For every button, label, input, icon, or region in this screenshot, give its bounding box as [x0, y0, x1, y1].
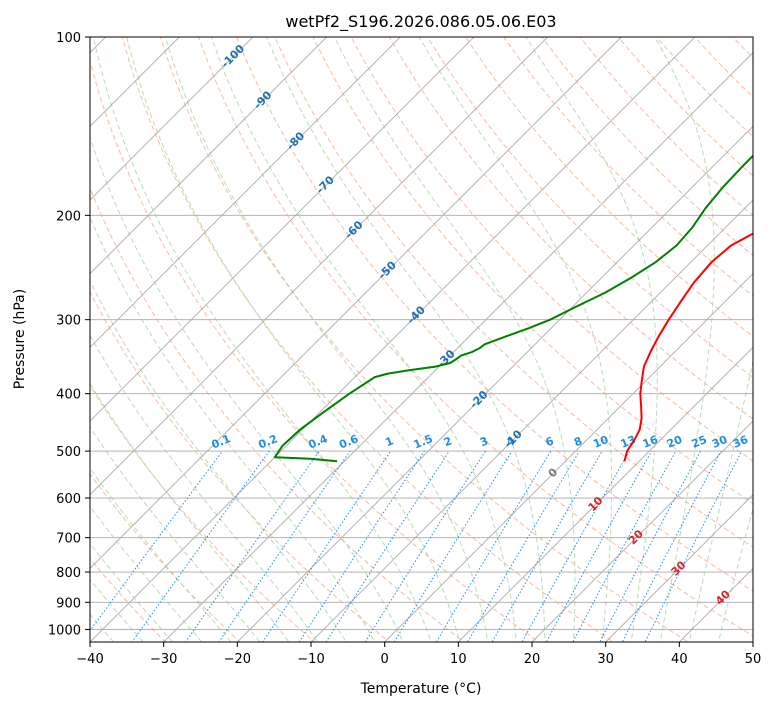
- x-tick-label: −40: [76, 652, 103, 667]
- isotherm-line: [90, 37, 254, 201]
- y-tick-label: 300: [56, 314, 81, 329]
- isotherm-line: [90, 37, 549, 496]
- mixing-ratio-line: [466, 450, 580, 642]
- x-axis-label: Temperature (°C): [360, 681, 482, 697]
- moist-adiabat-line: [90, 426, 261, 642]
- y-tick-label: 600: [56, 492, 81, 507]
- dry-adiabat-line: [503, 37, 753, 297]
- mixing-ratio-line: [521, 450, 630, 642]
- x-tick-label: 50: [745, 652, 762, 667]
- y-tick-label: 800: [56, 566, 81, 581]
- dry-adiabat-line: [236, 37, 753, 592]
- dry-adiabat-line: [388, 37, 753, 420]
- x-tick-label: −20: [224, 652, 251, 667]
- mixing-ratio-line: [393, 450, 513, 642]
- moist-adiabat-line: [90, 382, 290, 642]
- moist-adiabat-line: [654, 37, 715, 642]
- mixing-ratio-line: [185, 450, 320, 642]
- y-tick-label: 200: [56, 209, 81, 224]
- dry-adiabat-line: [465, 37, 753, 338]
- mixing-ratio-line: [435, 450, 552, 642]
- y-tick-label: 500: [56, 445, 81, 460]
- mixing-ratio-label: 30: [710, 433, 729, 451]
- moist-adiabat-line: [164, 37, 489, 642]
- isotherm-line: [90, 37, 328, 275]
- isotherm-line: [236, 125, 753, 642]
- dry-adiabat-line: [90, 291, 391, 642]
- mixing-ratio-label: 2: [442, 434, 454, 449]
- moist-adiabat-line: [525, 37, 658, 642]
- isotherm-line: [90, 37, 475, 422]
- y-axis-label: Pressure (hPa): [12, 289, 28, 389]
- x-tick-label: 10: [450, 652, 467, 667]
- mixing-ratio-line: [218, 450, 351, 642]
- isotherm-line: [310, 199, 753, 642]
- mixing-ratio-label: 36: [731, 433, 750, 451]
- mixing-ratio-line: [491, 450, 603, 642]
- isotherm-line: [90, 37, 622, 569]
- mixing-ratio-line: [90, 450, 223, 632]
- dry-adiabat-line: [90, 186, 465, 642]
- moist-adiabat-line: [266, 37, 546, 642]
- mixing-ratio-label: 1: [383, 434, 395, 449]
- mixing-ratio-label: 13: [619, 433, 638, 451]
- isotherm-line: [531, 420, 753, 642]
- x-tick-label: 20: [524, 652, 541, 667]
- isotherms: [90, 37, 753, 642]
- x-tick-label: 0: [381, 652, 389, 667]
- dry-adiabat-line: [90, 557, 167, 642]
- dry-adiabat-line: [350, 37, 753, 462]
- chart-title: wetPf2_S196.2026.086.05.06.E03: [285, 12, 556, 32]
- dry-adiabat-line: [197, 37, 753, 637]
- moist-adiabat-line: [126, 37, 461, 642]
- mixing-ratio-label: 10: [591, 433, 610, 451]
- moist-adiabats: [90, 37, 753, 642]
- dry-adiabats: [90, 37, 753, 642]
- isotherm-line: [605, 494, 753, 642]
- y-tick-label: 1000: [48, 623, 81, 638]
- mixing-ratio-label: 8: [572, 434, 584, 449]
- dewpoint-profile-line: [273, 154, 753, 463]
- isotherm-line: [384, 273, 753, 642]
- axes: −40 −30 −20 −10 0 10 20 30 40 50 100 200 300 400 500 60…: [48, 31, 761, 667]
- mixing-ratio-label: 3: [478, 434, 490, 449]
- mixing-ratio-line: [298, 450, 425, 642]
- y-tick-label: 100: [56, 31, 81, 46]
- mixing-ratio-label: 25: [690, 433, 709, 451]
- y-tick-label: 900: [56, 596, 81, 611]
- temperature-profile-line: [623, 232, 753, 462]
- dry-adiabat-line: [274, 37, 753, 548]
- mixing-ratio-line: [325, 450, 450, 642]
- moist-adiabat-line: [92, 37, 432, 642]
- x-tick-label: −10: [297, 652, 324, 667]
- isotherm-line: [163, 52, 753, 642]
- mixing-ratio-label: 20: [665, 433, 684, 451]
- x-tick-label: 30: [597, 652, 614, 667]
- mixing-ratio-line: [262, 450, 392, 642]
- mixing-ratio-line: [599, 450, 701, 642]
- mixing-ratio-line: [644, 450, 743, 642]
- moist-adiabat-line: [210, 37, 517, 642]
- moist-adiabat-line: [418, 37, 613, 642]
- profile-lines: [273, 154, 753, 463]
- isotherm-line: [90, 37, 696, 642]
- y-tick-label: 700: [56, 532, 81, 547]
- y-tick-label: 400: [56, 388, 81, 403]
- pressure-gridlines: [90, 37, 753, 630]
- mixing-ratio-lines: [90, 450, 743, 642]
- x-tick-label: −30: [150, 652, 177, 667]
- moist-adiabat-line: [717, 506, 753, 642]
- isotherm-line: [457, 346, 753, 642]
- moist-adiabat-line: [688, 358, 753, 642]
- mixing-ratio-line: [621, 450, 722, 642]
- x-tick-label: 40: [671, 652, 688, 667]
- isotherm-line: [90, 37, 180, 127]
- moist-adiabat-line: [90, 135, 404, 642]
- plot-frame: [89, 36, 754, 643]
- mixing-ratio-line: [364, 450, 486, 642]
- moist-adiabat-line: [90, 334, 319, 642]
- mixing-ratio-label: 16: [641, 433, 660, 451]
- isotherm-line: [90, 37, 401, 348]
